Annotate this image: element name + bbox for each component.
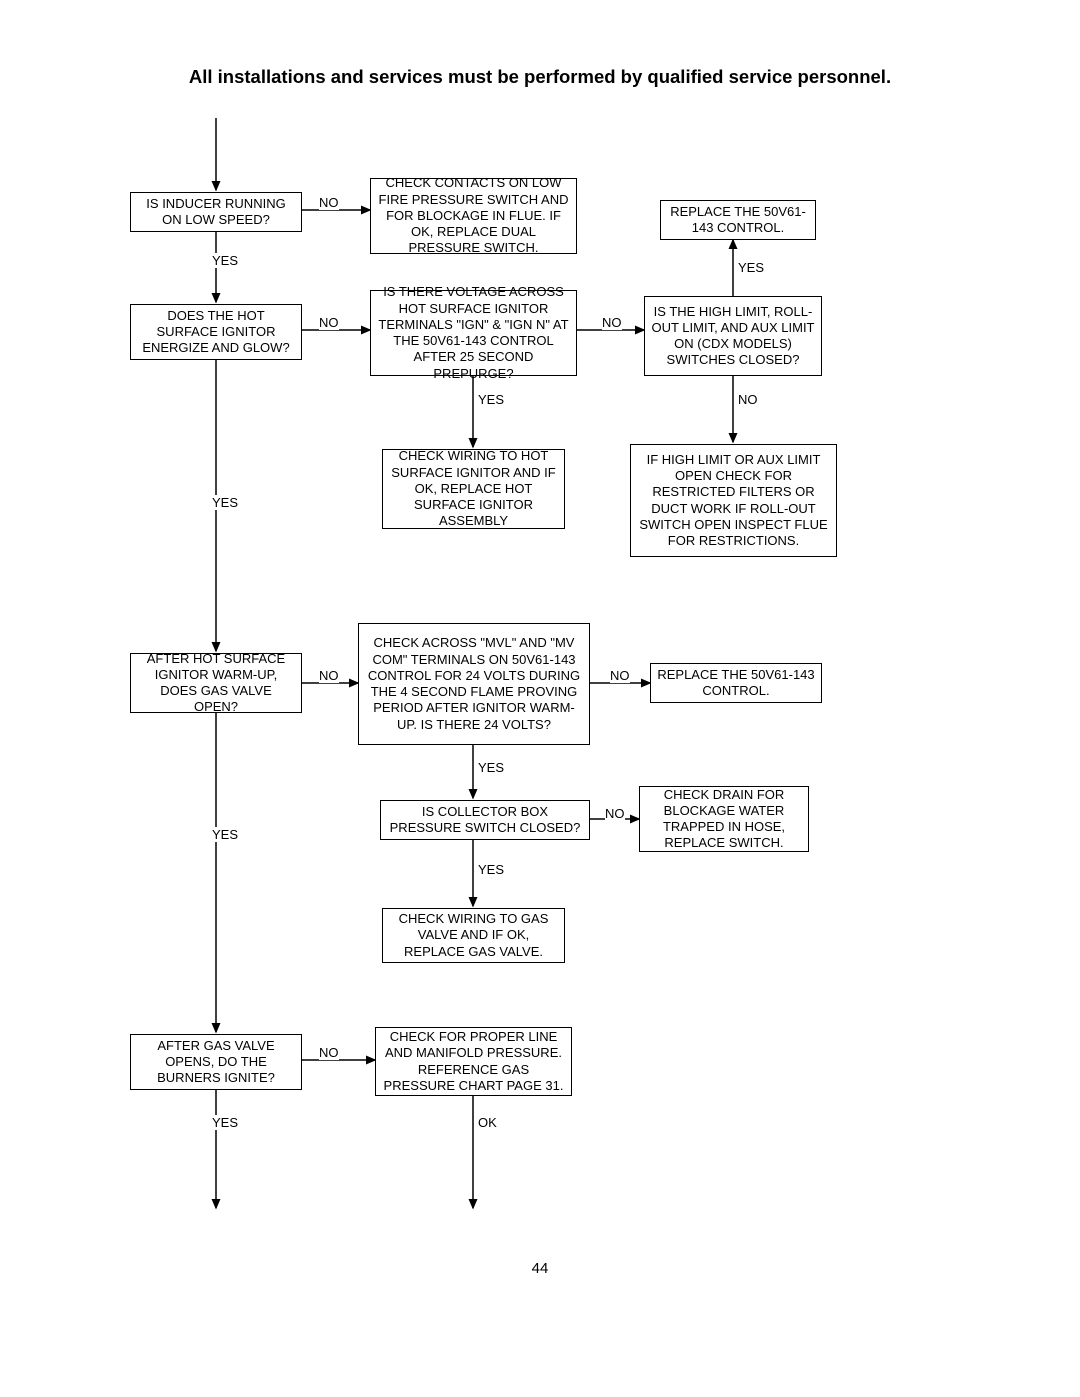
label-no: NO (610, 668, 630, 683)
label-yes: YES (212, 827, 238, 842)
label-yes: YES (738, 260, 764, 275)
box-inducer-running: IS INDUCER RUNNING ON LOW SPEED? (130, 192, 302, 232)
label-no: NO (738, 392, 758, 407)
label-yes: YES (212, 253, 238, 268)
box-replace-control-1: REPLACE THE 50V61-143 CONTROL. (660, 200, 816, 240)
label-yes: YES (478, 392, 504, 407)
page-number: 44 (0, 1260, 1080, 1277)
label-no: NO (602, 315, 622, 330)
box-voltage-across: IS THERE VOLTAGE ACROSS HOT SURFACE IGNI… (370, 290, 577, 376)
label-no: NO (319, 668, 339, 683)
flowchart-page: All installations and services must be p… (0, 0, 1080, 1397)
page-title: All installations and services must be p… (0, 66, 1080, 88)
label-yes: YES (478, 760, 504, 775)
box-check-mvl: CHECK ACROSS "MVL" AND "MV COM" TERMINAL… (358, 623, 590, 745)
label-yes: YES (212, 495, 238, 510)
box-collector-box: IS COLLECTOR BOX PRESSURE SWITCH CLOSED? (380, 800, 590, 840)
label-yes: YES (212, 1115, 238, 1130)
box-check-drain: CHECK DRAIN FOR BLOCKAGE WATER TRAPPED I… (639, 786, 809, 852)
box-burners-ignite: AFTER GAS VALVE OPENS, DO THE BURNERS IG… (130, 1034, 302, 1090)
label-no: NO (319, 195, 339, 210)
box-gas-valve-open: AFTER HOT SURFACE IGNITOR WARM-UP, DOES … (130, 653, 302, 713)
box-if-high-limit: IF HIGH LIMIT OR AUX LIMIT OPEN CHECK FO… (630, 444, 837, 557)
box-check-wiring-gas: CHECK WIRING TO GAS VALVE AND IF OK, REP… (382, 908, 565, 963)
box-high-limit: IS THE HIGH LIMIT, ROLL-OUT LIMIT, AND A… (644, 296, 822, 376)
box-replace-control-2: REPLACE THE 50V61-143 CONTROL. (650, 663, 822, 703)
label-no: NO (319, 1045, 339, 1060)
box-check-wiring-ignitor: CHECK WIRING TO HOT SURFACE IGNITOR AND … (382, 449, 565, 529)
label-yes: YES (478, 862, 504, 877)
box-hot-surface-ignitor: DOES THE HOT SURFACE IGNITOR ENERGIZE AN… (130, 304, 302, 360)
label-no: NO (319, 315, 339, 330)
box-check-manifold: CHECK FOR PROPER LINE AND MANIFOLD PRESS… (375, 1027, 572, 1096)
label-ok: OK (478, 1115, 497, 1130)
label-no: NO (605, 806, 625, 821)
box-check-contacts: CHECK CONTACTS ON LOW FIRE PRESSURE SWIT… (370, 178, 577, 254)
